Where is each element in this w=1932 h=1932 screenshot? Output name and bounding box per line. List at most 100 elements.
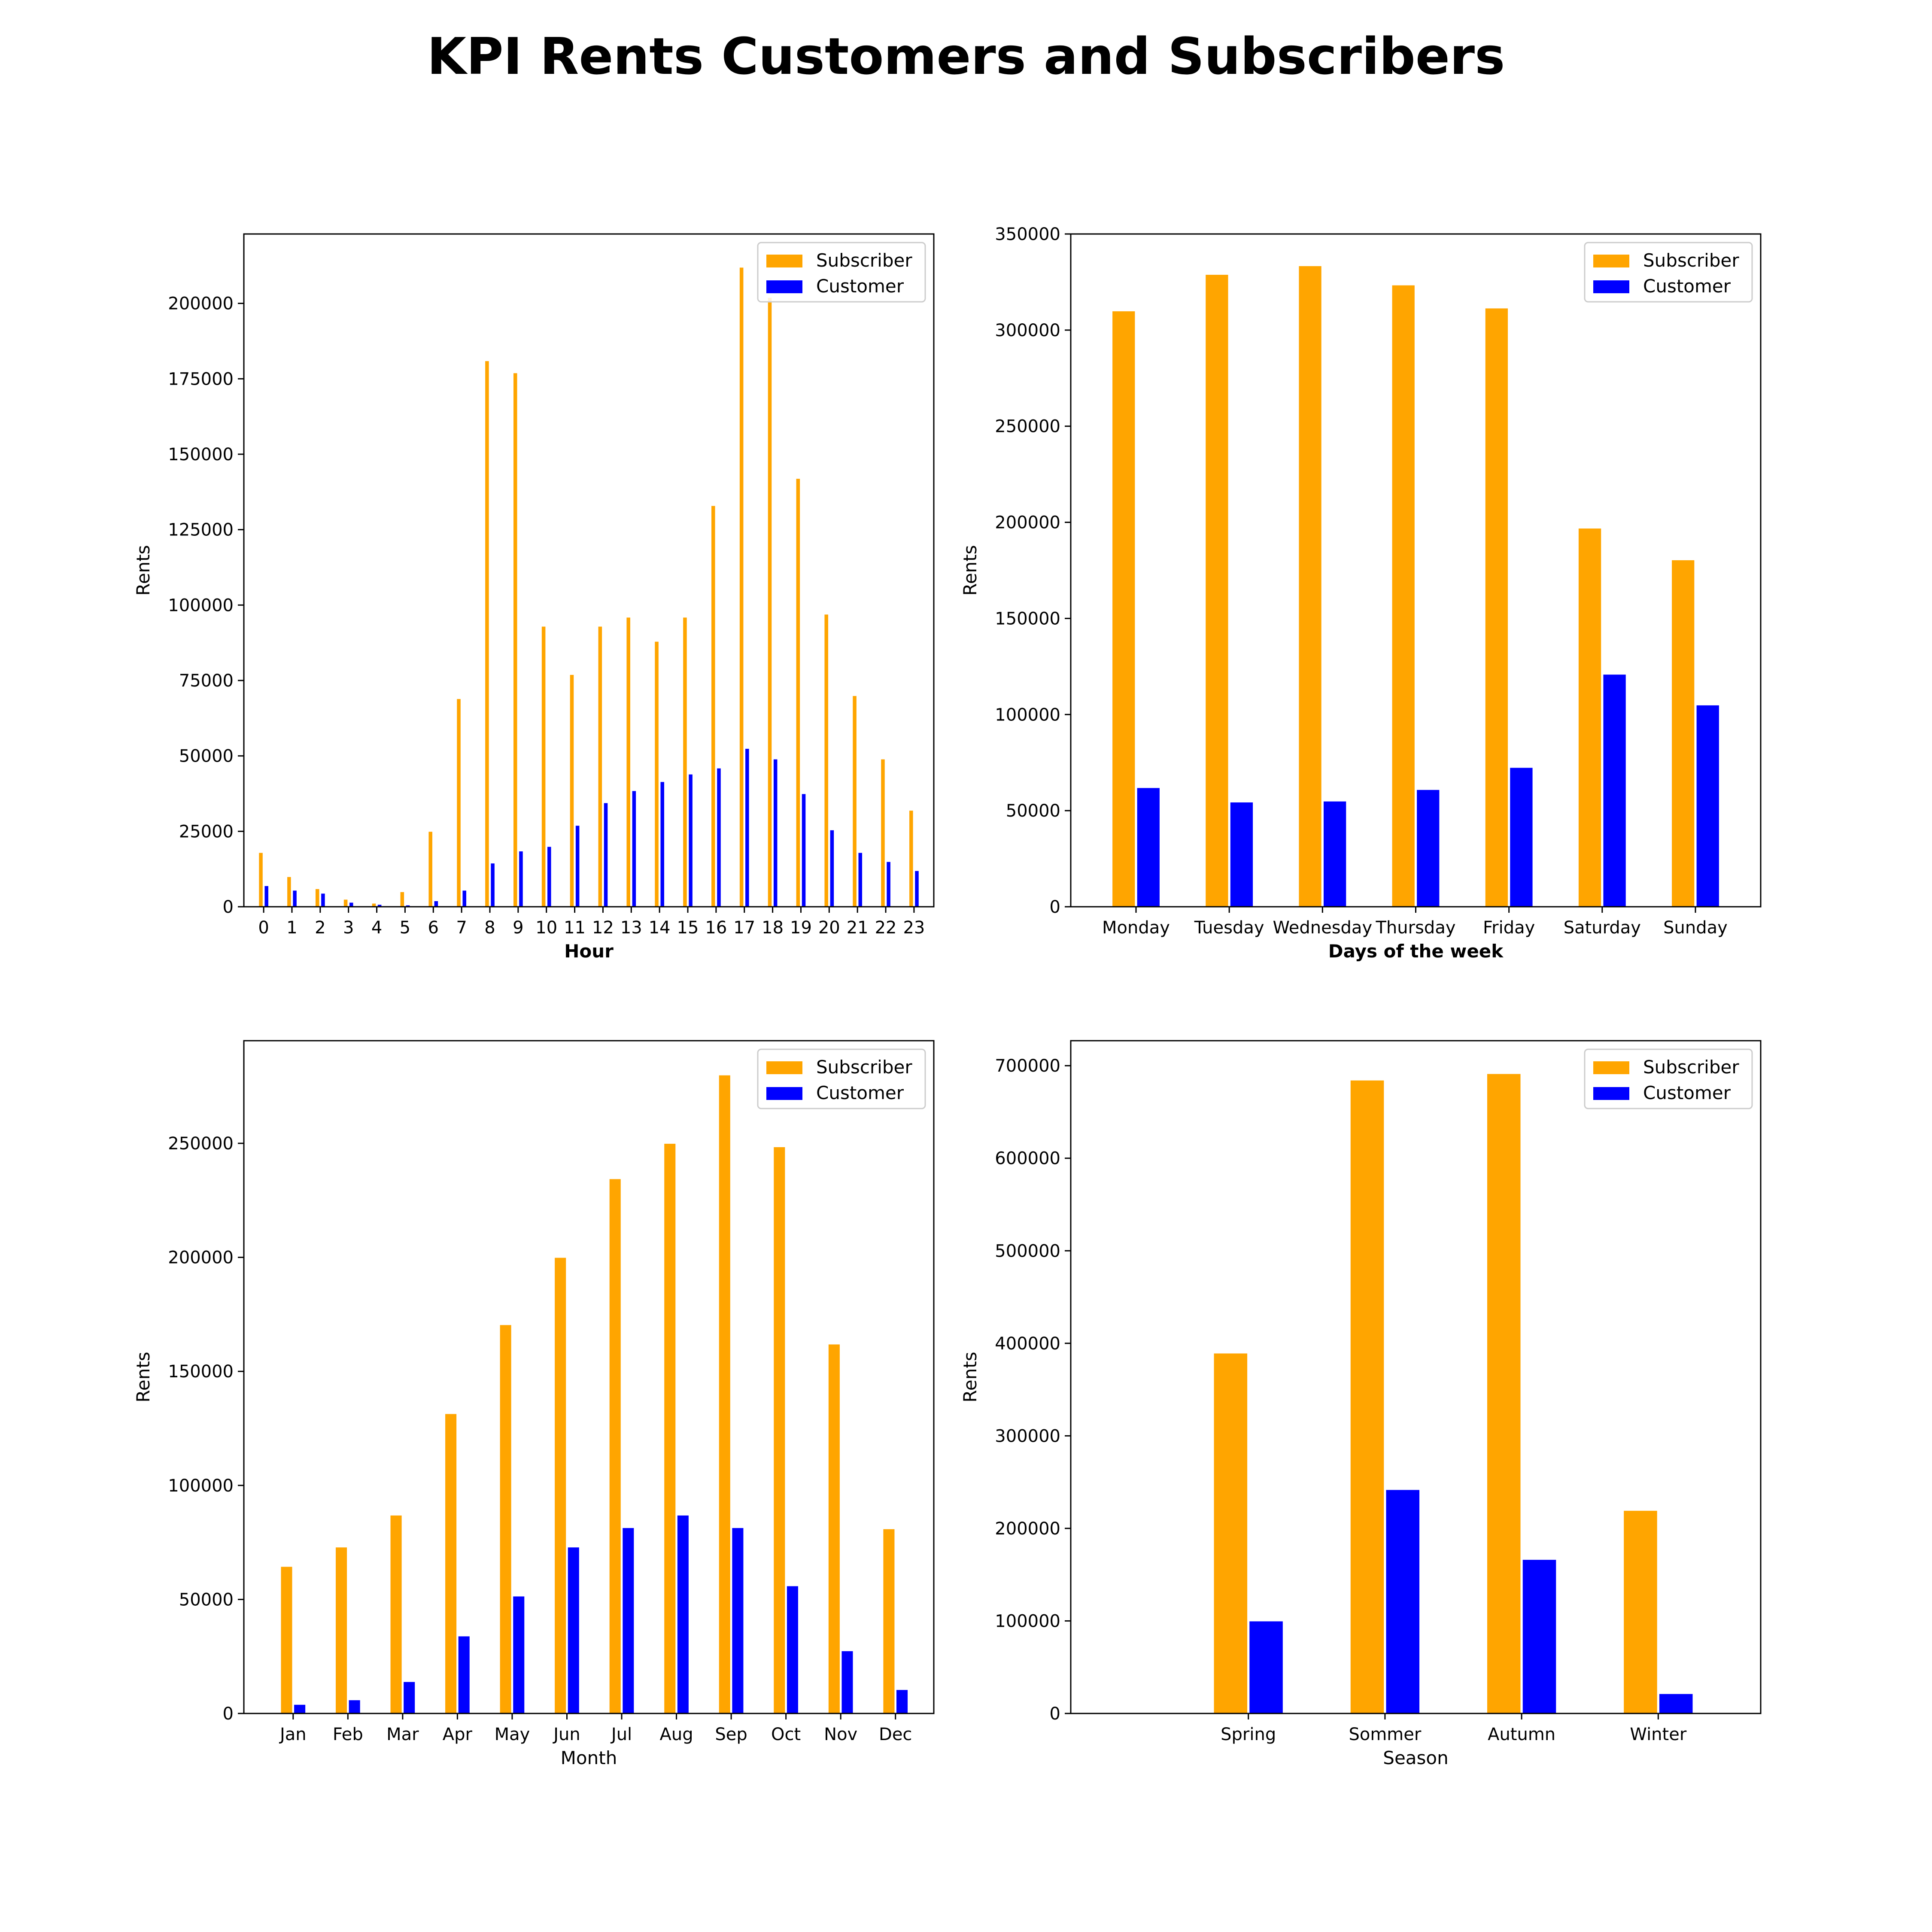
subscriber-bar-1 — [286, 876, 292, 908]
customer-bar-7 — [462, 890, 467, 908]
legend-swatch-subscriber — [1593, 255, 1629, 267]
customer-bar-14 — [659, 781, 665, 907]
subscriber-bar-16 — [711, 505, 716, 907]
x-tick-label: Nov — [824, 1725, 857, 1744]
y-tick-label: 150000 — [168, 1362, 234, 1382]
x-tick-label: 19 — [790, 918, 812, 938]
subscriber-bar-feb — [334, 1546, 348, 1714]
subscriber-bar-spring — [1213, 1352, 1249, 1714]
x-tick-label: Aug — [660, 1725, 693, 1744]
subscriber-bar-6 — [428, 831, 433, 908]
figure-title: KPI Rents Customers and Subscribers — [427, 27, 1505, 86]
x-tick-label: Friday — [1483, 918, 1535, 938]
customer-bar-spring — [1249, 1620, 1284, 1714]
subscriber-bar-15 — [682, 617, 688, 907]
x-tick-label: Jan — [279, 1725, 307, 1744]
subscriber-bar-8 — [484, 360, 490, 908]
customer-bar-15 — [688, 773, 693, 908]
legend-swatch-customer — [1593, 1087, 1629, 1100]
y-tick-label: 0 — [223, 897, 234, 917]
customer-bar-jul — [622, 1527, 635, 1714]
customer-bar-may — [512, 1595, 526, 1714]
subscriber-bar-apr — [444, 1413, 458, 1714]
legend: Subscriber Customer — [1584, 242, 1753, 303]
x-tick-label: 13 — [620, 918, 642, 938]
chart-panel-1: 0 25000 50000 75000 100000 125000 150000 175000… — [133, 233, 935, 962]
subscriber-bar-may — [499, 1324, 512, 1714]
y-tick-label: 50000 — [179, 1590, 234, 1610]
subscriber-bar-oct — [773, 1146, 786, 1714]
subscriber-bar-saturday — [1577, 528, 1602, 907]
subscriber-bar-14 — [654, 641, 659, 908]
x-tick-label: 5 — [400, 918, 410, 938]
customer-bar-17 — [744, 748, 750, 907]
x-tick-label: Thursday — [1376, 918, 1456, 938]
x-tick-label: 2 — [315, 918, 325, 938]
y-tick-label: 400000 — [995, 1334, 1060, 1354]
x-axis-label: Season — [1383, 1747, 1448, 1768]
y-tick-label: 200000 — [995, 1519, 1060, 1539]
customer-bar-nov — [841, 1650, 854, 1714]
x-tick-label: Feb — [333, 1725, 363, 1744]
y-axis-label: Rents — [133, 545, 154, 595]
subscriber-bar-11 — [569, 674, 575, 907]
plot-frame — [243, 1040, 935, 1714]
customer-bar-0 — [264, 885, 269, 908]
x-tick-label: 1 — [286, 918, 297, 938]
subscriber-bar-dec — [882, 1528, 896, 1714]
subscriber-bar-17 — [738, 267, 744, 907]
x-tick-label: Monday — [1102, 918, 1170, 938]
customer-bar-feb — [348, 1699, 361, 1714]
y-tick-label: 25000 — [179, 822, 234, 841]
x-tick-label: Wednesday — [1273, 918, 1373, 938]
x-tick-label: Apr — [443, 1725, 473, 1744]
x-tick-label: 9 — [513, 918, 523, 938]
subscriber-bar-sunday — [1671, 559, 1695, 907]
plot-frame — [1070, 233, 1762, 908]
subscriber-bar-19 — [795, 478, 801, 907]
subscriber-bar-12 — [597, 626, 603, 908]
customer-bar-aug — [676, 1514, 690, 1714]
customer-bar-12 — [603, 802, 609, 908]
x-axis-label: Month — [561, 1747, 617, 1768]
legend-label-subscriber: Subscriber — [816, 1057, 912, 1078]
subscriber-bar-sep — [718, 1074, 731, 1714]
customer-bar-saturday — [1602, 674, 1627, 908]
x-tick-label: 15 — [677, 918, 699, 938]
customer-bar-tuesday — [1229, 801, 1254, 908]
subscriber-bar-friday — [1484, 307, 1509, 907]
subscriber-bar-thursday — [1391, 284, 1416, 907]
legend-label-customer: Customer — [816, 276, 904, 297]
y-tick-label: 300000 — [995, 1426, 1060, 1446]
subscriber-bar-autumn — [1486, 1073, 1522, 1714]
customer-bar-dec — [895, 1689, 909, 1714]
x-tick-label: 21 — [847, 918, 869, 938]
subscriber-bar-7 — [456, 698, 462, 908]
x-tick-label: Sommer — [1349, 1725, 1421, 1744]
customer-bar-3 — [349, 902, 354, 908]
legend-label-customer: Customer — [816, 1082, 904, 1103]
subscriber-bar-18 — [767, 297, 773, 907]
y-tick-label: 200000 — [168, 1248, 234, 1268]
customer-bar-jun — [567, 1546, 580, 1714]
subscriber-bar-0 — [258, 852, 264, 908]
y-tick-label: 150000 — [168, 445, 234, 465]
legend-swatch-subscriber — [1593, 1061, 1629, 1074]
subscriber-bar-2 — [314, 888, 320, 908]
subscriber-bar-13 — [626, 617, 631, 907]
y-tick-label: 350000 — [995, 225, 1060, 244]
customer-bar-10 — [547, 846, 552, 908]
x-tick-label: Winter — [1630, 1725, 1686, 1744]
subscriber-bar-23 — [908, 810, 914, 908]
customer-bar-sep — [731, 1527, 744, 1714]
legend-label-subscriber: Subscriber — [1643, 1057, 1739, 1078]
subscriber-bar-5 — [399, 891, 405, 908]
x-tick-label: 18 — [762, 918, 784, 938]
x-tick-label: 22 — [875, 918, 897, 938]
subscriber-bar-9 — [512, 372, 518, 907]
customer-bar-22 — [886, 861, 891, 908]
subscriber-bar-3 — [343, 899, 349, 907]
x-tick-label: 8 — [484, 918, 495, 938]
x-tick-label: 10 — [535, 918, 557, 938]
subscriber-bar-mar — [389, 1514, 403, 1714]
